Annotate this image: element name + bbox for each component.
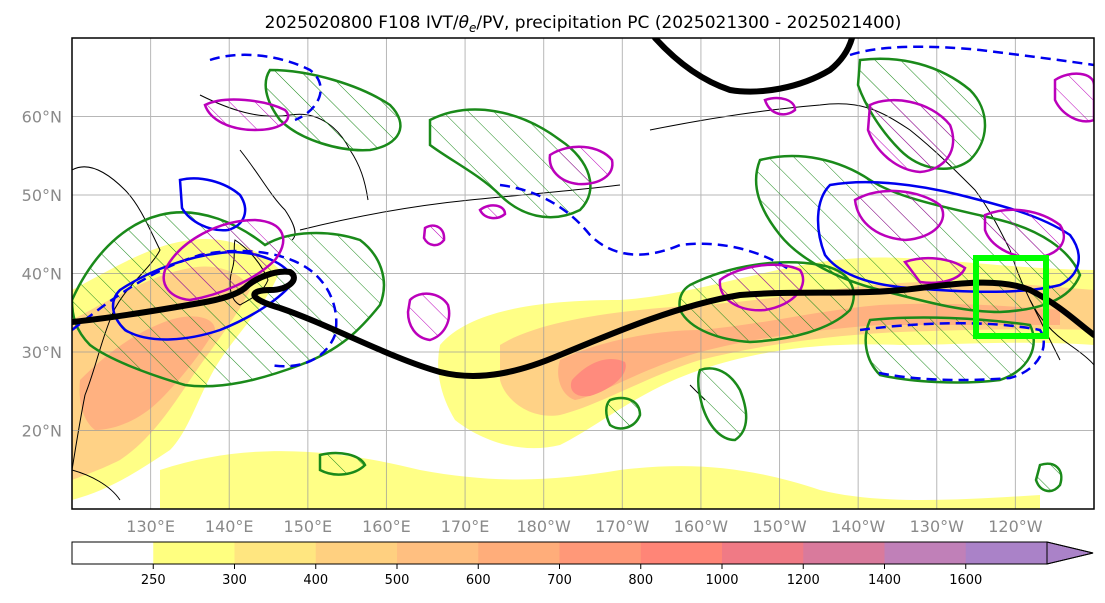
- magenta-contour: [162, 218, 285, 302]
- colorbar-segment: [315, 542, 398, 564]
- magenta-contour: [983, 208, 1066, 260]
- lon-tick-label: 170°E: [441, 517, 490, 536]
- pv-contour-dashed: [72, 249, 338, 368]
- colorbar-label: 1400: [868, 573, 901, 588]
- colorbar-label: 1600: [949, 573, 982, 588]
- pv-contour-solid: [816, 180, 1080, 293]
- theta-e-region: [428, 108, 592, 219]
- colorbar-segment: [722, 542, 804, 564]
- colorbar-segment: [559, 542, 642, 564]
- colorbar-label: 300: [222, 573, 247, 588]
- theta-e-region: [605, 396, 642, 430]
- magenta-contours: [162, 72, 1094, 342]
- magenta-contour: [406, 292, 451, 342]
- pv-contour-dashed: [209, 53, 322, 122]
- colorbar-segment: [640, 542, 723, 564]
- theta-e-region: [864, 316, 1035, 384]
- jet-axis-north: [652, 38, 855, 95]
- lat-tick-label: 40°N: [22, 265, 62, 284]
- lon-tick-label: 130°E: [126, 517, 175, 536]
- colorbar-segment: [397, 542, 479, 564]
- colorbar-segment: [965, 542, 1048, 564]
- magenta-contour: [866, 98, 955, 174]
- magenta-contour: [1053, 72, 1094, 123]
- lat-tick-label: 30°N: [22, 343, 62, 362]
- colorbar-outline: [71, 541, 1094, 565]
- lon-tick-label: 160°W: [674, 517, 729, 536]
- colorbar: 250 300 400 500 600 700 800 1000 1200 1400 1600: [71, 541, 1094, 588]
- colorbar-segment: [884, 542, 967, 564]
- lat-tick-label: 20°N: [22, 422, 62, 441]
- lat-tick-label: 50°N: [22, 186, 62, 205]
- pv-contours: [72, 45, 1094, 382]
- magenta-contour: [422, 224, 446, 247]
- colorbar-segment: [234, 542, 317, 564]
- pv-contour-dashed: [859, 322, 1045, 382]
- colorbar-segment: [72, 542, 154, 564]
- jet-stream: [72, 38, 1094, 379]
- magenta-contour: [548, 145, 614, 186]
- colorbar-label: 400: [303, 573, 328, 588]
- lat-tick-labels: 60°N 50°N 40°N 30°N 20°N: [22, 108, 62, 441]
- lon-tick-label: 140°E: [205, 517, 254, 536]
- colorbar-label: 1200: [787, 573, 820, 588]
- ivt-band-tropics: [160, 451, 1040, 509]
- pv-contour-dashed: [499, 183, 791, 272]
- jet-axis-main: [72, 268, 1094, 379]
- highlight-box: [973, 255, 1049, 339]
- magenta-contour: [478, 204, 507, 220]
- colorbar-label: 800: [628, 573, 653, 588]
- colorbar-segment: [803, 542, 885, 564]
- lon-tick-label: 180°W: [517, 517, 572, 536]
- ivt-core: [570, 359, 626, 397]
- map-frame: [71, 37, 1095, 510]
- lon-tick-label: 130°W: [910, 517, 965, 536]
- theta-e-region: [697, 367, 748, 442]
- theta-e-region: [1034, 462, 1063, 493]
- lon-tick-label: 170°W: [595, 517, 650, 536]
- colorbar-segment: [478, 542, 560, 564]
- magenta-contour: [763, 96, 797, 116]
- pv-contour-solid: [178, 177, 247, 232]
- colorbar-segment: [153, 542, 235, 564]
- lon-tick-label: 150°W: [752, 517, 807, 536]
- colorbar-extend-arrow: [1046, 541, 1094, 565]
- colorbar-label: 1000: [705, 573, 738, 588]
- map-area: [72, 38, 1094, 509]
- lon-tick-label: 160°E: [362, 517, 411, 536]
- pv-contour-dashed: [849, 45, 1094, 67]
- chart-title: 2025020800 F108 IVT/θe/PV, precipitation…: [265, 13, 902, 35]
- magenta-contour: [902, 256, 967, 285]
- colorbar-label: 700: [547, 573, 572, 588]
- lon-tick-label: 120°W: [988, 517, 1043, 536]
- colorbar-label: 250: [141, 573, 166, 588]
- colorbar-label: 500: [385, 573, 410, 588]
- lon-tick-label: 150°E: [284, 517, 333, 536]
- theta-e-region: [318, 451, 367, 476]
- colorbar-label: 600: [466, 573, 491, 588]
- lon-tick-label: 140°W: [831, 517, 886, 536]
- lat-tick-label: 60°N: [22, 108, 62, 127]
- magenta-contour: [853, 189, 945, 242]
- magenta-contour: [203, 98, 290, 132]
- philippines: [72, 469, 121, 501]
- lon-tick-labels: 130°E 140°E 150°E 160°E 170°E 180°W 170°W 160°W…: [126, 517, 1042, 536]
